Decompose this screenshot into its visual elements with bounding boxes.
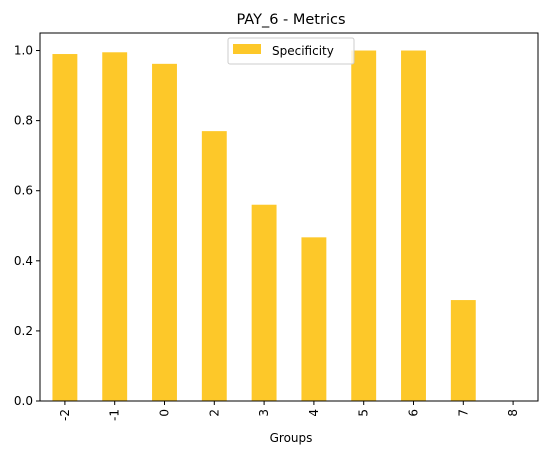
bar-3 [251, 204, 277, 401]
bar-6 [401, 50, 426, 402]
x-tick-label-0: 0 [158, 409, 172, 417]
plot-frame [39, 32, 539, 402]
bars [52, 50, 476, 402]
y-tick-label: 0.8 [14, 114, 33, 128]
y-tick-label: 0.6 [14, 184, 33, 198]
x-axis-label: Groups [270, 431, 313, 445]
legend: Specificity [227, 37, 355, 65]
x-tick-label-7: 7 [456, 409, 470, 417]
bar-0 [152, 63, 177, 402]
legend-swatch-specificity [233, 44, 261, 54]
y-tick-label: 0.4 [14, 254, 33, 268]
y-axis: 0.0 0.2 0.4 0.6 0.8 1.0 [14, 44, 40, 408]
bar-5 [351, 50, 377, 402]
chart-title: PAY_6 - Metrics [236, 12, 345, 28]
y-tick-label: 1.0 [14, 44, 33, 58]
legend-label-specificity: Specificity [272, 44, 334, 58]
bar--1 [102, 52, 128, 401]
x-tick-label-6: 6 [407, 409, 421, 417]
bar-4 [301, 237, 327, 401]
x-tick-label-5: 5 [357, 409, 371, 417]
x-tick-label-3: 3 [257, 409, 271, 417]
x-tick-label-4: 4 [307, 409, 321, 417]
x-axis: -2 -1 0 2 3 4 5 6 7 8 [58, 401, 520, 421]
y-tick-label: 0.0 [14, 394, 33, 408]
bar-2 [201, 131, 227, 401]
y-tick-label: 0.2 [14, 324, 33, 338]
x-tick-label-2: 2 [207, 409, 221, 417]
bar-7 [450, 300, 476, 401]
x-tick-label-8: 8 [506, 409, 520, 417]
x-tick-label--1: -1 [108, 409, 122, 421]
x-tick-label--2: -2 [58, 409, 72, 421]
bar--2 [52, 54, 78, 401]
